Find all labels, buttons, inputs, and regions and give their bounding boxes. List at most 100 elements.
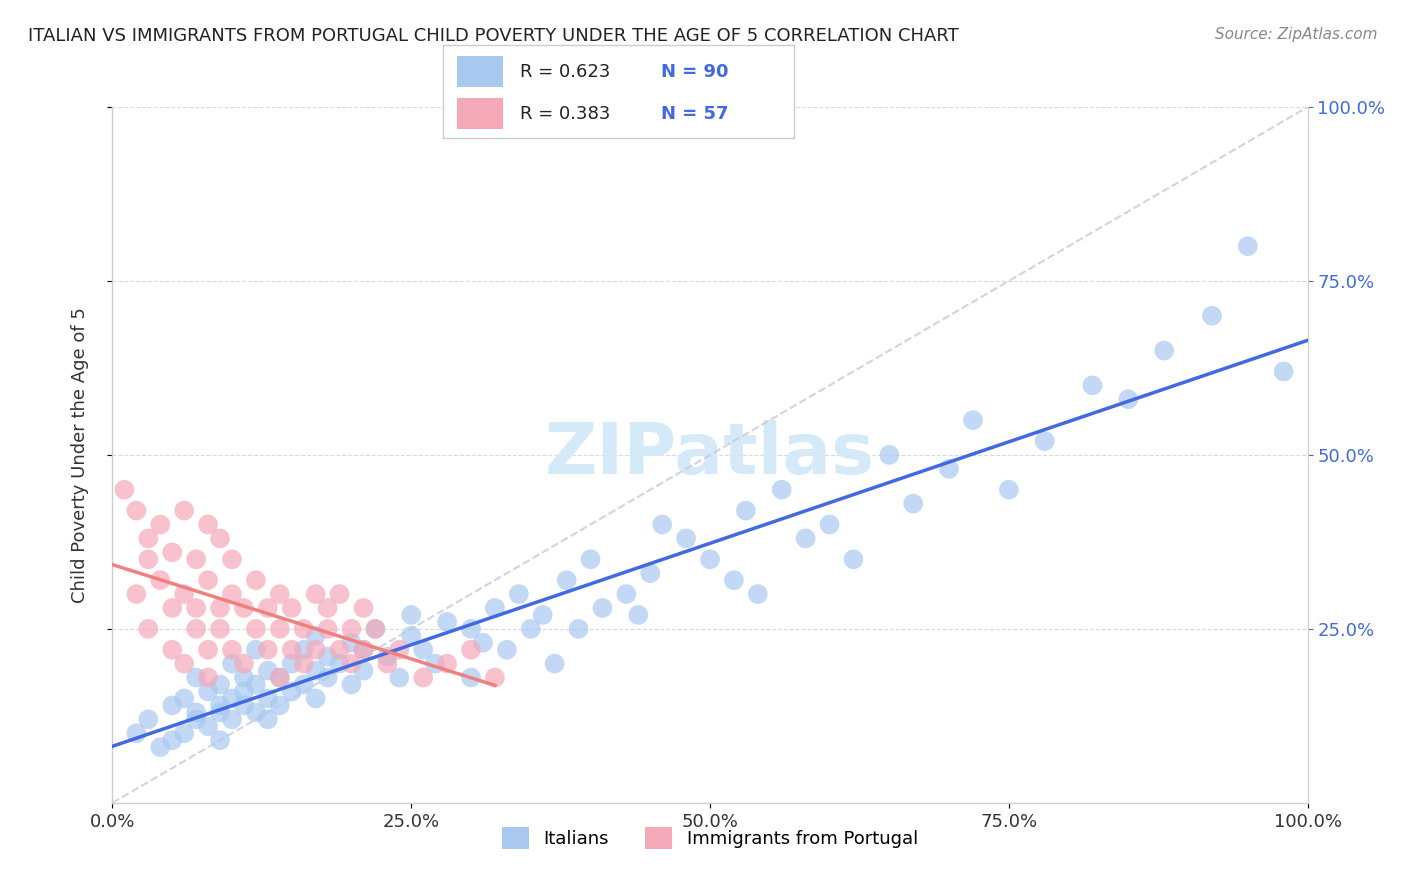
Point: [186, 601, 208, 615]
Point: [209, 706, 232, 720]
Point: [269, 671, 291, 685]
Point: [340, 622, 363, 636]
Point: [138, 552, 160, 566]
Point: [233, 601, 256, 615]
Point: [329, 587, 352, 601]
Point: [305, 691, 328, 706]
Point: [125, 587, 148, 601]
Text: ZIPatlas: ZIPatlas: [546, 420, 875, 490]
Point: [484, 601, 506, 615]
Point: [1118, 392, 1140, 407]
Point: [879, 448, 901, 462]
Point: [292, 622, 315, 636]
FancyBboxPatch shape: [457, 56, 503, 87]
Point: [592, 601, 614, 615]
Point: [269, 698, 291, 713]
Point: [197, 719, 219, 733]
Point: [998, 483, 1021, 497]
Point: [162, 698, 183, 713]
Point: [484, 671, 506, 685]
Point: [197, 684, 219, 698]
Point: [364, 622, 387, 636]
Point: [281, 684, 304, 698]
Point: [138, 712, 160, 726]
Point: [209, 698, 232, 713]
Point: [627, 607, 650, 622]
Point: [329, 657, 352, 671]
Point: [125, 503, 148, 517]
Point: [173, 691, 195, 706]
Point: [388, 642, 411, 657]
Point: [292, 677, 315, 691]
Point: [197, 573, 219, 587]
Point: [747, 587, 769, 601]
Point: [305, 629, 328, 643]
Point: [221, 657, 243, 671]
Text: N = 90: N = 90: [661, 62, 728, 81]
Point: [281, 642, 304, 657]
Point: [401, 607, 423, 622]
Point: [436, 615, 458, 629]
Point: [209, 532, 232, 546]
Point: [233, 671, 256, 685]
Point: [340, 657, 363, 671]
Point: [579, 552, 602, 566]
Point: [138, 532, 160, 546]
Point: [233, 698, 256, 713]
Point: [186, 706, 208, 720]
Point: [292, 657, 315, 671]
Point: [221, 642, 243, 657]
Point: [401, 629, 423, 643]
Point: [723, 573, 745, 587]
Point: [316, 601, 339, 615]
Point: [221, 712, 243, 726]
Point: [436, 657, 458, 671]
Point: [257, 712, 280, 726]
Point: [305, 642, 328, 657]
Point: [651, 517, 673, 532]
Point: [316, 671, 339, 685]
Point: [173, 503, 195, 517]
Point: [412, 671, 434, 685]
Point: [209, 622, 232, 636]
Point: [162, 642, 183, 657]
Point: [245, 706, 267, 720]
Point: [340, 677, 363, 691]
Point: [520, 622, 543, 636]
Point: [425, 657, 447, 671]
Point: [257, 664, 280, 678]
Point: [173, 587, 195, 601]
Point: [292, 642, 315, 657]
Point: [460, 671, 482, 685]
Point: [197, 642, 219, 657]
Point: [245, 622, 267, 636]
Point: [233, 657, 256, 671]
Point: [962, 413, 984, 427]
Point: [352, 642, 374, 657]
Point: [352, 642, 374, 657]
Point: [364, 622, 387, 636]
Point: [257, 642, 280, 657]
Point: [245, 677, 267, 691]
Point: [675, 532, 697, 546]
Point: [770, 483, 793, 497]
Point: [186, 622, 208, 636]
Point: [149, 573, 172, 587]
Point: [221, 691, 243, 706]
Point: [640, 566, 662, 581]
Point: [186, 552, 208, 566]
Point: [173, 726, 195, 740]
Point: [818, 517, 841, 532]
Point: [1033, 434, 1056, 448]
Point: [388, 671, 411, 685]
Point: [699, 552, 721, 566]
Point: [186, 671, 208, 685]
Point: [233, 684, 256, 698]
Point: [245, 642, 267, 657]
Point: [209, 677, 232, 691]
Point: [257, 601, 280, 615]
Point: [531, 607, 554, 622]
Point: [794, 532, 817, 546]
Point: [149, 517, 172, 532]
Point: [149, 740, 172, 755]
